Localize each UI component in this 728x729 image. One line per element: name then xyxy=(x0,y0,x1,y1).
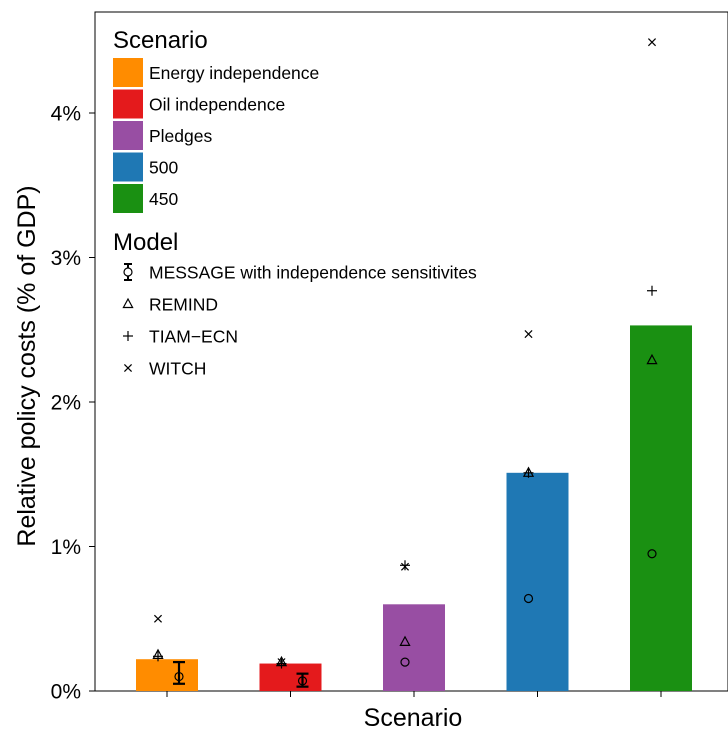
bar-500 xyxy=(506,472,569,691)
points-layer xyxy=(152,38,658,686)
legend-item-450: 450 xyxy=(113,184,178,213)
point-tiam-ecn-pledges xyxy=(400,560,410,571)
legend-marker-tiam-ecn xyxy=(123,331,133,341)
bar-pledges xyxy=(383,604,445,691)
errorbars-layer xyxy=(173,660,309,688)
legend-item-remind: REMIND xyxy=(122,295,218,315)
legend-marker-witch xyxy=(123,363,133,373)
point-witch-oil-independence xyxy=(277,658,286,667)
point-message-with-independence-sensitivites-pledges xyxy=(400,657,410,667)
legend-scenario-items: Energy independence Oil independence Pledg… xyxy=(113,58,319,213)
point-remind-450-shape xyxy=(646,353,658,365)
y-tick-label-3: 3% xyxy=(51,247,81,270)
legend: Scenario Energy independence Oil independ… xyxy=(113,27,477,379)
legend-label-pledges: Pledges xyxy=(149,126,212,146)
bar-oil-independence xyxy=(259,663,322,691)
point-message-with-independence-sensitivites-oil-independence-shape xyxy=(297,676,308,686)
legend-label-500: 500 xyxy=(149,158,178,178)
legend-label-oil-independence: Oil independence xyxy=(149,95,285,115)
legend-swatch-pledges xyxy=(113,121,143,150)
legend-item-message-with-independence-sensitivites: MESSAGE with independence sensitivites xyxy=(123,263,477,283)
y-axis-title: Relative policy costs (% of GDP) xyxy=(13,185,41,546)
point-message-with-independence-sensitivites-500-shape xyxy=(523,593,534,604)
point-witch-500-b xyxy=(524,330,533,339)
legend-marker-circle xyxy=(123,267,133,277)
legend-model-items: MESSAGE with independence sensitivites RE… xyxy=(122,263,477,379)
legend-marker-witch-b xyxy=(123,363,133,373)
y-tick-label-0: 0% xyxy=(51,681,81,704)
point-witch-energy-independence-b xyxy=(153,614,163,623)
point-witch-450 xyxy=(647,38,657,47)
legend-label-energy-independence: Energy independence xyxy=(149,63,319,83)
legend-label-450: 450 xyxy=(149,189,178,209)
point-tiam-ecn-energy-independence xyxy=(153,651,163,662)
point-remind-pledges-shape xyxy=(399,635,411,646)
point-remind-pledges xyxy=(399,635,411,646)
legend-swatch-energy-independence xyxy=(113,58,143,87)
y-tick-label-2: 2% xyxy=(51,392,81,415)
point-witch-pledges-b xyxy=(400,562,410,571)
point-witch-500 xyxy=(524,330,533,339)
point-witch-450-b xyxy=(647,38,657,47)
point-message-with-independence-sensitivites-450 xyxy=(647,549,657,559)
point-message-with-independence-sensitivites-500 xyxy=(523,593,534,604)
legend-marker-remind xyxy=(122,297,134,309)
point-witch-energy-independence xyxy=(153,614,163,623)
point-witch-oil-independence-b xyxy=(277,658,286,667)
legend-item-pledges: Pledges xyxy=(113,121,212,150)
point-message-with-independence-sensitivites-energy-independence xyxy=(174,671,184,682)
bar-450 xyxy=(630,325,692,691)
legend-swatch-450 xyxy=(113,184,143,213)
x-axis xyxy=(166,691,662,697)
legend-item-energy-independence: Energy independence xyxy=(113,58,319,87)
legend-label-remind: REMIND xyxy=(149,295,218,315)
point-remind-450 xyxy=(646,353,658,365)
point-message-with-independence-sensitivites-oil-independence xyxy=(297,676,308,686)
point-message-with-independence-sensitivites-450-shape xyxy=(647,549,657,559)
bars-layer xyxy=(136,325,692,691)
point-message-with-independence-sensitivites-pledges-shape xyxy=(400,657,410,667)
legend-item-tiam-ecn: TIAM−ECN xyxy=(123,327,238,347)
legend-swatch-500 xyxy=(113,152,143,182)
legend-model-title: Model xyxy=(113,229,178,256)
y-tick-label-4: 4% xyxy=(51,103,81,126)
legend-label-tiam-ecn: TIAM−ECN xyxy=(149,327,238,347)
bar-energy-independence xyxy=(136,659,198,691)
point-tiam-ecn-500 xyxy=(523,467,534,478)
point-tiam-ecn-oil-independence xyxy=(276,658,287,669)
legend-label-witch: WITCH xyxy=(149,359,206,379)
legend-item-500: 500 xyxy=(113,152,178,182)
legend-item-witch: WITCH xyxy=(123,359,206,379)
point-tiam-ecn-450 xyxy=(647,285,657,296)
legend-marker-remind-shape xyxy=(122,297,134,309)
legend-swatch-oil-independence xyxy=(113,89,143,119)
y-tick-label-1: 1% xyxy=(51,536,81,559)
legend-label-message-with-independence-sensitivites: MESSAGE with independence sensitivites xyxy=(149,263,477,283)
y-axis: 0% 1% 2% 3% 4% xyxy=(51,103,95,704)
x-axis-title: Scenario xyxy=(364,704,463,729)
legend-scenario-title: Scenario xyxy=(113,27,208,54)
point-message-with-independence-sensitivites-energy-independence-shape xyxy=(174,671,184,682)
point-witch-pledges xyxy=(400,562,410,571)
plot-panel xyxy=(94,11,728,692)
legend-item-oil-independence: Oil independence xyxy=(113,89,285,119)
